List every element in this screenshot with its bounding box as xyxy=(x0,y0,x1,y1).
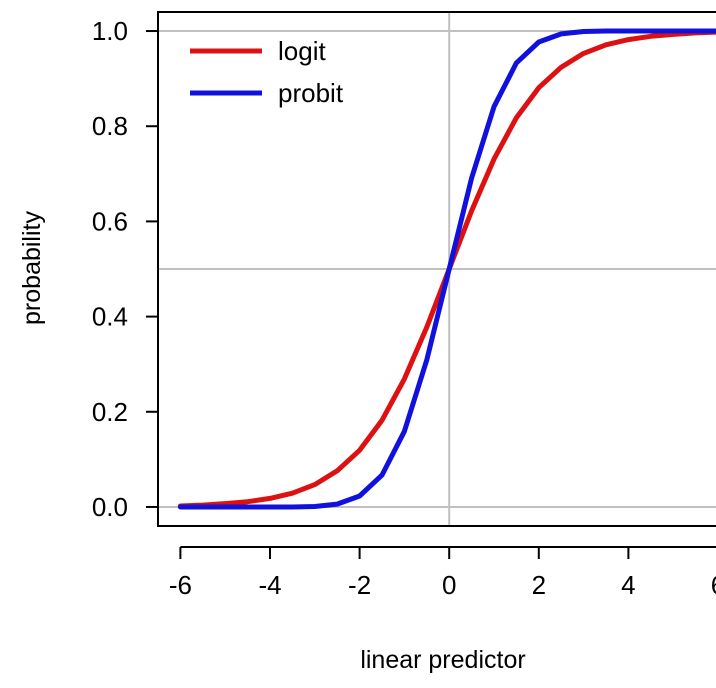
x-tick-label-4: 2 xyxy=(532,570,546,600)
x-tick-label-3: 0 xyxy=(442,570,456,600)
probit-series-line xyxy=(177,28,716,510)
y-tick-label-5: 1.0 xyxy=(92,16,128,46)
probit-legend-label: probit xyxy=(278,78,344,108)
y-axis: 0.0 0.2 0.4 0.6 0.8 1.0 xyxy=(92,16,159,522)
y-tick-label-3: 0.6 xyxy=(92,206,128,236)
y-tick-label-2: 0.4 xyxy=(92,302,128,332)
x-tick-label-1: -4 xyxy=(258,570,281,600)
x-axis: -6 -4 -2 0 2 4 6 xyxy=(169,546,716,600)
y-axis-title: probability xyxy=(18,211,46,325)
y-tick-label-1: 0.2 xyxy=(92,397,128,427)
x-tick-label-0: -6 xyxy=(169,570,192,600)
legend: logit probit xyxy=(190,36,344,108)
x-tick-label-5: 4 xyxy=(621,570,635,600)
x-axis-title: linear predictor xyxy=(360,646,525,674)
x-tick-label-6: 6 xyxy=(711,570,716,600)
logit-legend-label: logit xyxy=(278,36,326,66)
series-layer xyxy=(177,28,716,510)
y-tick-label-0: 0.0 xyxy=(92,492,128,522)
reference-lines xyxy=(158,12,716,526)
x-tick-label-2: -2 xyxy=(348,570,371,600)
y-tick-label-4: 0.8 xyxy=(92,111,128,141)
